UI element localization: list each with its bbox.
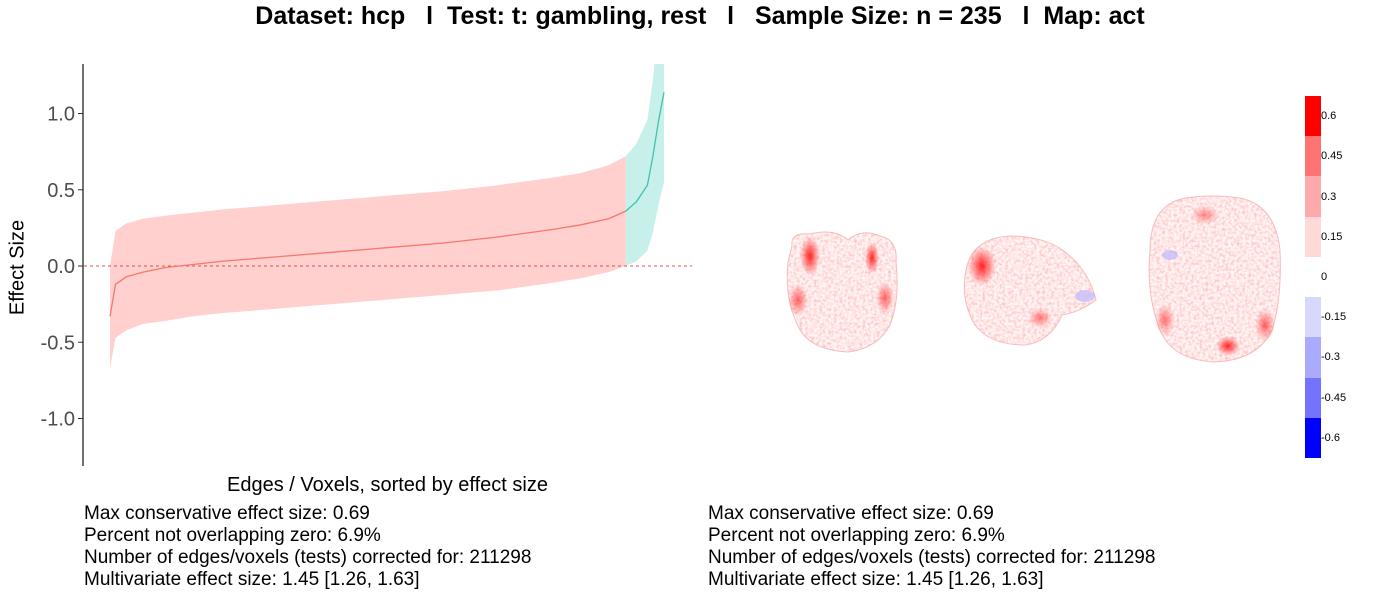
sagittal-slice bbox=[963, 235, 1097, 346]
y-tick-label: 1.0 bbox=[47, 104, 75, 126]
colorbar-segment bbox=[1305, 176, 1321, 218]
y-tick-label: 0.0 bbox=[47, 256, 75, 278]
colorbar-segment bbox=[1305, 377, 1321, 419]
stat-line: Multivariate effect size: 1.45 [1.26, 1.… bbox=[84, 569, 420, 590]
colorbar-tick-label: 0 bbox=[1321, 271, 1328, 283]
stats-left: Max conservative effect size: 0.69 Perce… bbox=[84, 503, 531, 591]
colorbar-segment bbox=[1305, 256, 1321, 298]
effect-size-plot: 1.0 0.5 0.0 -0.5 -1.0 bbox=[41, 64, 692, 466]
stat-line: Percent not overlapping zero: 6.9% bbox=[84, 525, 381, 546]
stat-line: Max conservative effect size: 0.69 bbox=[708, 503, 994, 524]
colorbar-tick-label: -0.15 bbox=[1321, 311, 1347, 324]
stat-line: Number of edges/voxels (tests) corrected… bbox=[708, 547, 1156, 568]
y-tick-label: -0.5 bbox=[41, 332, 75, 354]
x-axis-label: Edges / Voxels, sorted by effect size bbox=[227, 474, 548, 496]
y-tick-label: 0.5 bbox=[47, 180, 75, 202]
effect-size-line-1 bbox=[625, 92, 665, 212]
colorbar bbox=[1305, 96, 1321, 459]
title-separator: l bbox=[727, 2, 735, 30]
colorbar-segment bbox=[1305, 417, 1321, 459]
effect-size-line-0 bbox=[109, 210, 627, 317]
stat-line: Percent not overlapping zero: 6.9% bbox=[708, 525, 1005, 546]
colorbar-tick-label: -0.45 bbox=[1321, 391, 1347, 404]
colorbar-tick-label: 0.3 bbox=[1321, 190, 1337, 203]
title-test: Test: t: gambling, rest bbox=[447, 2, 707, 30]
coronal-slice bbox=[786, 231, 898, 353]
title-dataset: Dataset: hcp bbox=[255, 2, 406, 30]
axial-slice bbox=[1148, 195, 1281, 363]
title-sample-size: Sample Size: n = 235 bbox=[754, 2, 1002, 30]
colorbar-tick-label: -0.6 bbox=[1321, 431, 1340, 444]
confidence-band-0 bbox=[110, 156, 626, 369]
colorbar-tick-label: -0.3 bbox=[1321, 351, 1340, 364]
title-separator: l bbox=[426, 2, 434, 30]
colorbar-segment bbox=[1305, 337, 1321, 379]
colorbar-segment bbox=[1305, 297, 1321, 338]
confidence-band-1 bbox=[625, 64, 664, 266]
title-separator: l bbox=[1022, 2, 1030, 30]
colorbar-tick-label: 0.45 bbox=[1321, 150, 1343, 163]
title-map: Map: act bbox=[1043, 2, 1145, 30]
stat-line: Max conservative effect size: 0.69 bbox=[84, 503, 370, 524]
figure-title: Dataset: hcp l Test: t: gambling, rest l… bbox=[0, 2, 1400, 31]
brain-maps bbox=[786, 195, 1281, 363]
colorbar-segment bbox=[1305, 96, 1321, 137]
y-tick-label: -1.0 bbox=[41, 409, 75, 431]
colorbar-tick-label: 0.15 bbox=[1321, 230, 1343, 243]
stats-right: Max conservative effect size: 0.69 Perce… bbox=[708, 503, 1155, 591]
colorbar-tick-label: 0.6 bbox=[1321, 110, 1337, 123]
colorbar-segment bbox=[1305, 216, 1321, 258]
stat-line: Multivariate effect size: 1.45 [1.26, 1.… bbox=[708, 569, 1044, 590]
stat-line: Number of edges/voxels (tests) corrected… bbox=[84, 547, 532, 568]
colorbar-segment bbox=[1305, 136, 1321, 177]
